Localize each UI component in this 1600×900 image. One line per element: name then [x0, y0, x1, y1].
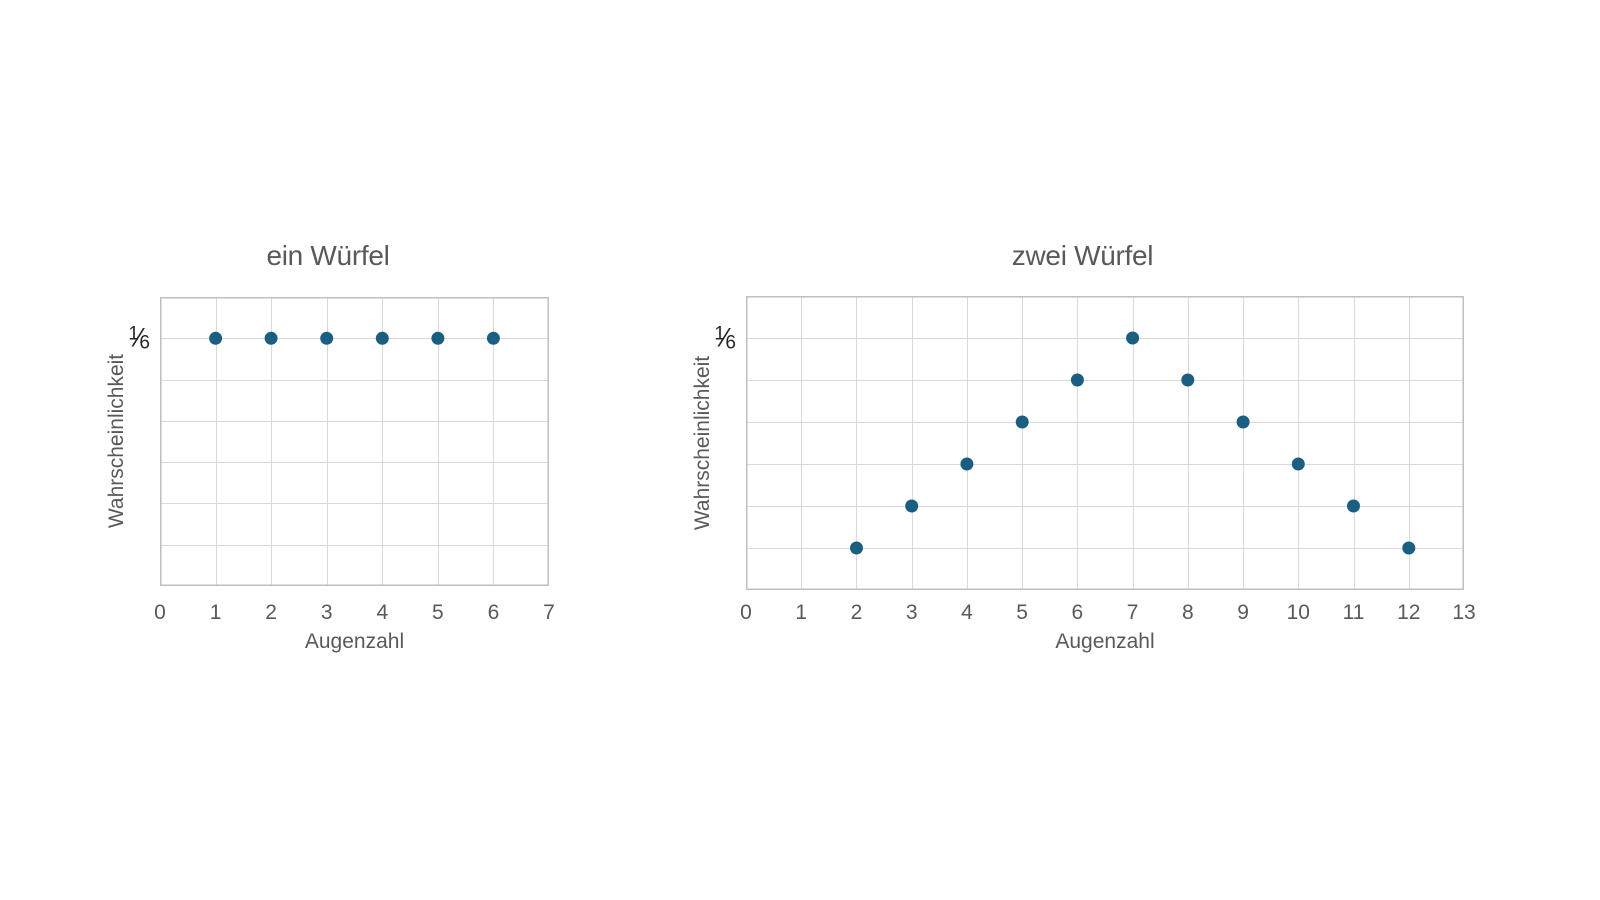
- x-tick-label: 3: [905, 601, 918, 624]
- data-point: [1126, 331, 1140, 345]
- y-tick-label: 1⁄6: [100, 323, 150, 354]
- plot-svg: [746, 296, 1465, 591]
- data-point: [264, 331, 278, 345]
- x-tick-label: 12: [1397, 601, 1421, 624]
- y-tick-numerator: 1: [714, 323, 725, 345]
- data-point: [1015, 415, 1029, 429]
- x-tick-label: 1: [795, 601, 808, 624]
- data-point: [320, 331, 334, 345]
- x-axis-title: Augenzahl: [304, 630, 405, 653]
- x-tick-label: 11: [1342, 601, 1365, 624]
- data-point: [960, 457, 974, 471]
- x-tick-label: 0: [740, 601, 752, 624]
- x-tick-label: 13: [1452, 601, 1476, 624]
- x-tick-label: 6: [487, 601, 500, 624]
- data-points: [850, 331, 1416, 555]
- data-point: [1236, 415, 1250, 429]
- plot-border: [160, 297, 549, 586]
- fraction-slash: ⁄: [722, 322, 728, 353]
- x-tick-label: 4: [376, 601, 389, 624]
- x-tick-label: 5: [432, 601, 444, 624]
- data-point: [209, 331, 223, 345]
- chart-title: ein Würfel: [266, 240, 390, 271]
- x-tick-label: 7: [543, 601, 555, 624]
- x-tick-label: 1: [209, 601, 222, 624]
- y-tick-numerator: 1: [128, 323, 139, 345]
- x-tick-label: 2: [850, 601, 863, 624]
- x-tick-label: 8: [1182, 601, 1194, 624]
- y-tick-label: 1⁄6: [690, 323, 736, 354]
- fraction-slash: ⁄: [136, 322, 142, 353]
- x-tick-label: 4: [961, 601, 973, 624]
- data-point: [1291, 457, 1305, 471]
- data-point: [905, 499, 919, 513]
- data-point: [1402, 541, 1416, 555]
- x-tick-label: 0: [154, 601, 166, 624]
- data-point: [431, 331, 445, 345]
- x-tick-label: 9: [1237, 601, 1249, 624]
- data-point: [1070, 373, 1084, 387]
- x-tick-label: 6: [1071, 601, 1084, 624]
- y-tick-denominator: 6: [139, 332, 150, 354]
- x-axis-title: Augenzahl: [1055, 630, 1155, 653]
- data-point: [486, 331, 500, 345]
- plot-border: [746, 296, 1464, 590]
- x-tick-label: 7: [1126, 601, 1139, 624]
- x-tick-label: 2: [265, 601, 277, 624]
- x-tick-label: 5: [1016, 601, 1028, 624]
- x-axis-ticks: 0 1 2 3 4 5 6 7 8 9 10 11 12 13: [690, 230, 1476, 660]
- chart-title: zwei Würfel: [1011, 240, 1154, 271]
- x-tick-label: 3: [320, 601, 333, 624]
- plot-area: [746, 296, 1465, 595]
- data-point: [1181, 373, 1195, 387]
- data-point: [375, 331, 389, 345]
- x-axis-ticks: 0 1 2 3 4 5 6 7: [100, 230, 556, 660]
- data-point: [1347, 499, 1360, 513]
- x-tick-label: 10: [1286, 601, 1310, 624]
- y-tick-denominator: 6: [725, 332, 736, 354]
- data-point: [850, 541, 863, 555]
- data-points: [209, 331, 500, 345]
